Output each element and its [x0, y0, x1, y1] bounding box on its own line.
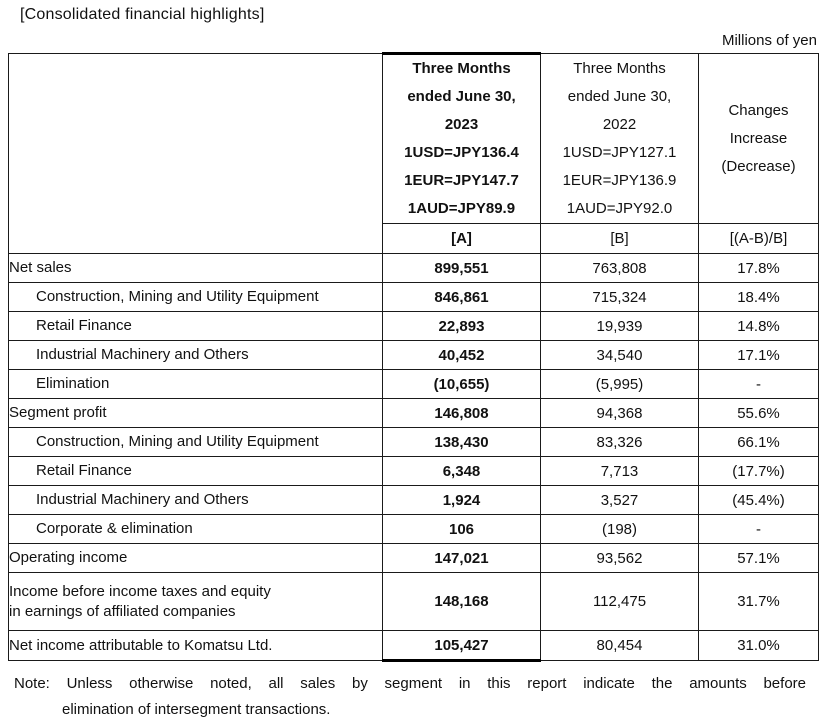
unit-label: Millions of yen	[721, 32, 817, 49]
value-2022: 80,454	[540, 630, 699, 661]
value-2023: 138,430	[382, 427, 541, 457]
table-row: Retail Finance 22,893 19,939 14.8%	[8, 311, 819, 341]
value-2022: 93,562	[540, 543, 699, 573]
value-2023: 106	[382, 514, 541, 544]
value-2022: 3,527	[540, 485, 699, 515]
row-label: Industrial Machinery and Others	[8, 340, 383, 370]
value-2022: 112,475	[540, 572, 699, 631]
header-line: Changes	[728, 101, 789, 119]
table-row: Corporate & elimination 106 (198) -	[8, 514, 819, 544]
value-change: 17.8%	[698, 253, 819, 283]
value-2023: 899,551	[382, 253, 541, 283]
header-line: Increase	[729, 129, 788, 147]
header-rate-eur: 1EUR=JPY147.7	[404, 172, 519, 189]
value-2023: 147,021	[382, 543, 541, 573]
header-changes: Changes Increase (Decrease)	[698, 53, 819, 224]
row-label: Retail Finance	[8, 311, 383, 341]
value-change: (45.4%)	[698, 485, 819, 515]
row-label: Operating income	[8, 543, 383, 573]
value-change: 31.0%	[698, 630, 819, 661]
header-tag-a: [A]	[382, 223, 541, 254]
value-2022: 7,713	[540, 456, 699, 486]
header-line: 2023	[444, 116, 479, 133]
table-row: Segment profit 146,808 94,368 55.6%	[8, 398, 819, 428]
value-change: 55.6%	[698, 398, 819, 428]
table-row: Industrial Machinery and Others 40,452 3…	[8, 340, 819, 370]
header-line: ended June 30,	[407, 88, 516, 105]
row-label: Construction, Mining and Utility Equipme…	[8, 282, 383, 312]
value-change: 31.7%	[698, 572, 819, 631]
value-change: 57.1%	[698, 543, 819, 573]
value-2022: 94,368	[540, 398, 699, 428]
value-2023: 105,427	[382, 630, 541, 662]
value-2023: (10,655)	[382, 369, 541, 399]
value-change: -	[698, 369, 819, 399]
table-row: Elimination (10,655) (5,995) -	[8, 369, 819, 399]
header-rate-aud: 1AUD=JPY92.0	[566, 199, 673, 217]
footnote-line2: elimination of intersegment transactions…	[62, 701, 331, 718]
table-row: Construction, Mining and Utility Equipme…	[8, 427, 819, 457]
row-label-line1: Income before income taxes and equity	[9, 582, 271, 600]
value-2023: 846,861	[382, 282, 541, 312]
row-label: Corporate & elimination	[8, 514, 383, 544]
value-2023: 22,893	[382, 311, 541, 341]
header-row-tags: [A] [B] [(A-B)/B]	[9, 223, 819, 254]
row-label: Net sales	[8, 253, 383, 283]
value-2023: 146,808	[382, 398, 541, 428]
row-label: Industrial Machinery and Others	[8, 485, 383, 515]
footnote: Note: Unless otherwise noted, all sales …	[14, 671, 806, 723]
table-row: Income before income taxes and equity in…	[8, 572, 819, 631]
value-change: 66.1%	[698, 427, 819, 457]
table-row: Net sales 899,551 763,808 17.8%	[8, 253, 819, 283]
table-row: Operating income 147,021 93,562 57.1%	[8, 543, 819, 573]
header-row-periods: Three Months ended June 30, 2023 1USD=JP…	[8, 52, 819, 254]
table-row: Retail Finance 6,348 7,713 (17.7%)	[8, 456, 819, 486]
value-2022: (5,995)	[540, 369, 699, 399]
value-2023: 1,924	[382, 485, 541, 515]
header-tag-b: [B]	[540, 223, 699, 254]
value-change: 17.1%	[698, 340, 819, 370]
header-period-b: Three Months ended June 30, 2022 1USD=JP…	[540, 53, 699, 224]
row-label: Construction, Mining and Utility Equipme…	[8, 427, 383, 457]
header-line: Three Months	[412, 60, 511, 77]
value-2023: 6,348	[382, 456, 541, 486]
table-row: Construction, Mining and Utility Equipme…	[8, 282, 819, 312]
header-line: 2022	[602, 115, 637, 133]
value-2023: 40,452	[382, 340, 541, 370]
value-change: -	[698, 514, 819, 544]
value-2022: (198)	[540, 514, 699, 544]
row-label: Segment profit	[8, 398, 383, 428]
header-tag-change: [(A-B)/B]	[698, 223, 819, 254]
header-period-a: Three Months ended June 30, 2023 1USD=JP…	[382, 52, 541, 224]
page-title: [Consolidated financial highlights]	[20, 6, 265, 23]
row-label-line2: in earnings of affiliated companies	[9, 602, 236, 620]
header-line: Three Months	[573, 59, 666, 77]
header-rate-aud: 1AUD=JPY89.9	[407, 200, 516, 217]
row-label: Income before income taxes and equity in…	[8, 572, 383, 631]
financial-highlights-table: Three Months ended June 30, 2023 1USD=JP…	[8, 52, 819, 662]
header-line: (Decrease)	[721, 157, 796, 175]
value-2022: 34,540	[540, 340, 699, 370]
table-row: Industrial Machinery and Others 1,924 3,…	[8, 485, 819, 515]
row-label: Elimination	[8, 369, 383, 399]
value-2022: 763,808	[540, 253, 699, 283]
header-rate-eur: 1EUR=JPY136.9	[562, 171, 677, 189]
value-change: 18.4%	[698, 282, 819, 312]
row-label: Retail Finance	[8, 456, 383, 486]
row-label: Net income attributable to Komatsu Ltd.	[8, 630, 383, 661]
value-2023: 148,168	[382, 572, 541, 631]
header-rate-usd: 1USD=JPY136.4	[404, 144, 519, 161]
value-change: (17.7%)	[698, 456, 819, 486]
value-2022: 83,326	[540, 427, 699, 457]
table-row: Net income attributable to Komatsu Ltd. …	[8, 630, 819, 662]
value-2022: 715,324	[540, 282, 699, 312]
header-line: ended June 30,	[567, 87, 672, 105]
header-rate-usd: 1USD=JPY127.1	[562, 143, 677, 161]
value-change: 14.8%	[698, 311, 819, 341]
value-2022: 19,939	[540, 311, 699, 341]
header-blank-cell	[8, 53, 383, 254]
footnote-line1: Note: Unless otherwise noted, all sales …	[14, 675, 806, 692]
